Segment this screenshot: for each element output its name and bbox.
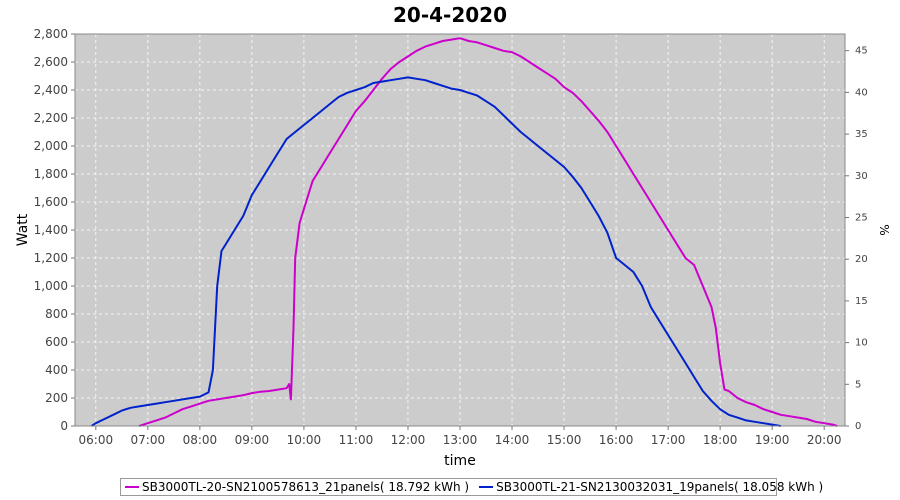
legend-item-series-2: SB3000TL-21-SN2130032031_19panels( 18.05… <box>479 480 823 494</box>
series-line-1 <box>138 37 838 427</box>
legend-label-series-1: SB3000TL-20-SN2100578613_21panels( 18.79… <box>142 480 470 494</box>
legend-swatch-series-1 <box>125 486 139 488</box>
y-tick-label: 1,400 <box>34 223 68 237</box>
y2-tick-label: 40 <box>855 87 868 98</box>
series-lines <box>90 37 838 427</box>
y-tick-label: 200 <box>45 391 68 405</box>
y-tick-label: 1,200 <box>34 251 68 265</box>
x-tick-label: 10:00 <box>287 433 322 447</box>
y-tick-label: 2,800 <box>34 27 68 41</box>
y-tick-label: 1,600 <box>34 195 68 209</box>
y2-tick-label: 15 <box>855 296 868 307</box>
y-tick-label: 2,400 <box>34 83 68 97</box>
y-tick-label: 2,000 <box>34 139 68 153</box>
y-tick-label: 1,800 <box>34 167 68 181</box>
legend: SB3000TL-20-SN2100578613_21panels( 18.79… <box>120 478 823 496</box>
y-axis-title: Watt <box>15 213 31 246</box>
y-tick-label: 0 <box>60 419 68 433</box>
x-tick-label: 17:00 <box>651 433 686 447</box>
y2-tick-label: 30 <box>855 171 868 182</box>
y-tick-label: 400 <box>45 363 68 377</box>
legend-swatch-series-2 <box>479 486 494 488</box>
y2-axis-title: % <box>877 224 891 235</box>
y-tick-label: 600 <box>45 335 68 349</box>
y-tick-label: 2,600 <box>34 55 68 69</box>
y2-tick-label: 10 <box>855 338 868 349</box>
x-tick-label: 13:00 <box>443 433 478 447</box>
x-tick-label: 08:00 <box>183 433 218 447</box>
x-tick-label: 09:00 <box>235 433 270 447</box>
y2-tick-label: 45 <box>855 46 868 57</box>
x-tick-label: 11:00 <box>339 433 374 447</box>
x-axis-title: time <box>444 453 476 469</box>
series-line-2 <box>90 76 781 427</box>
y2-tick-label: 25 <box>855 212 868 223</box>
y2-tick-label: 0 <box>855 421 861 432</box>
x-tick-label: 18:00 <box>703 433 738 447</box>
legend-item-series-1: SB3000TL-20-SN2100578613_21panels( 18.79… <box>125 480 469 494</box>
x-tick-label: 12:00 <box>391 433 426 447</box>
x-tick-label: 06:00 <box>79 433 114 447</box>
legend-label-series-2: SB3000TL-21-SN2130032031_19panels( 18.05… <box>496 480 824 494</box>
y2-tick-label: 35 <box>855 129 868 140</box>
chart-title: 20-4-2020 <box>392 3 507 27</box>
y2-tick-label: 20 <box>855 254 868 265</box>
y-tick-label: 1,000 <box>34 279 68 293</box>
x-tick-label: 15:00 <box>547 433 582 447</box>
y2-tick-label: 5 <box>855 379 861 390</box>
x-tick-label: 16:00 <box>599 433 634 447</box>
x-tick-label: 19:00 <box>755 433 790 447</box>
y-tick-label: 2,200 <box>34 111 68 125</box>
y-tick-label: 800 <box>45 307 68 321</box>
x-tick-label: 20:00 <box>807 433 842 447</box>
x-tick-label: 14:00 <box>495 433 530 447</box>
axes: 02004006008001,0001,2001,4001,6001,8002,… <box>34 27 868 447</box>
x-tick-label: 07:00 <box>131 433 166 447</box>
